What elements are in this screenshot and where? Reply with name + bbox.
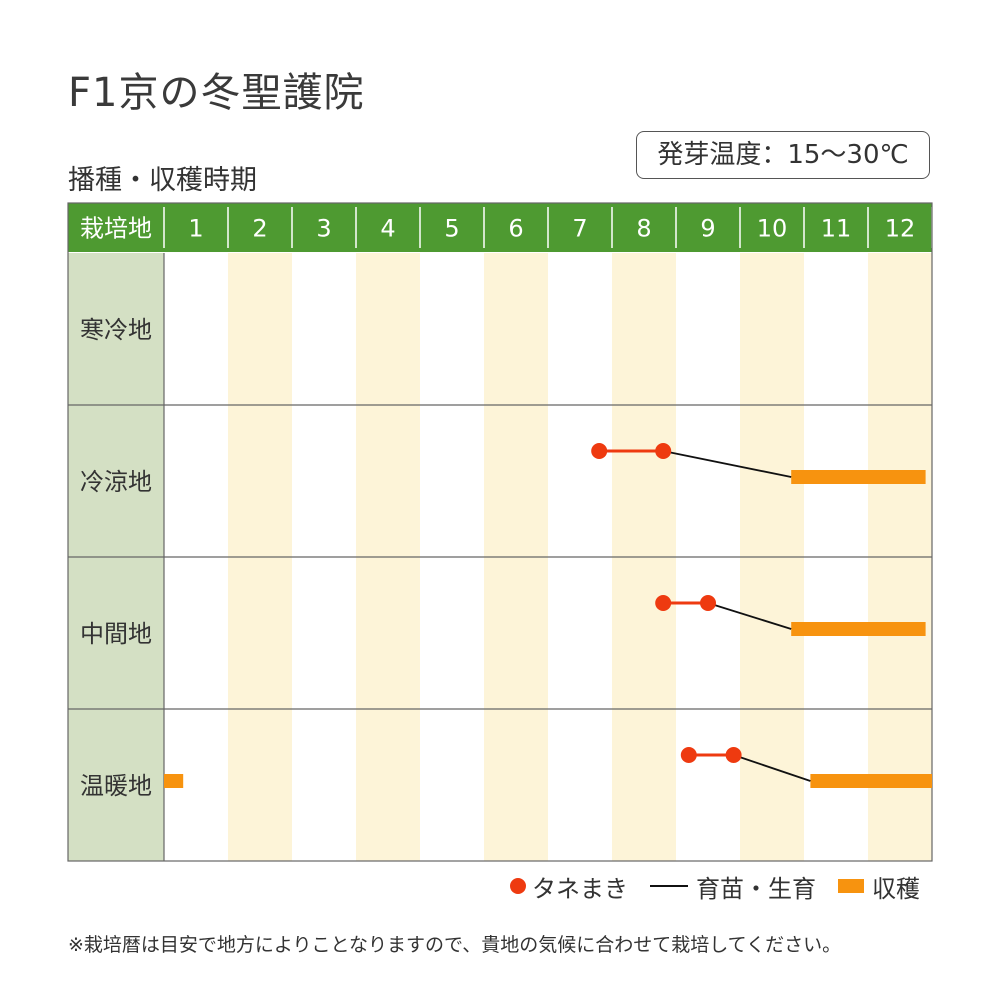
month-header-label: 11 [821,215,852,243]
footnote: ※栽培暦は目安で地方によりことなりますので、貴地の気候に合わせて栽培してください… [68,934,842,956]
legend-label-growing: 育苗・生育 [696,874,816,903]
growing-line [707,602,792,630]
growing-line-icon [650,884,688,888]
month-header-label: 9 [700,215,715,243]
harvest-bar [164,774,184,788]
legend-item-harvest: 収穫 [838,869,920,904]
header-row [68,203,932,252]
growing-line [663,450,792,478]
harvest-bar-icon [838,879,864,893]
sowing-start-dot [655,595,672,611]
month-header-label: 6 [508,215,523,243]
region-label: 寒冷地 [80,316,152,344]
month-header-label: 3 [316,215,331,243]
sowing-end-dot [700,595,716,611]
page-title: F1京の冬聖護院 [68,70,365,116]
sowing-end-dot [725,747,742,763]
region-label: 中間地 [80,620,152,648]
month-header-label: 8 [636,215,651,243]
chart-legend: タネまき 育苗・生育 収穫 [510,868,934,904]
sowing-end-dot [655,443,672,459]
harvest-bar [810,774,932,788]
harvest-bar [791,622,926,636]
corner-label: 栽培地 [80,215,152,243]
month-header-label: 7 [572,215,587,243]
harvest-bar [791,470,926,484]
month-header-label: 4 [380,215,395,243]
growing-line [733,754,811,782]
month-header-label: 10 [757,215,788,243]
month-header-label: 1 [188,215,203,243]
sowing-start-dot [591,443,608,459]
germination-temperature-badge: 発芽温度：15～30℃ [636,131,930,179]
region-label: 冷涼地 [80,468,152,496]
sowing-start-dot [680,747,697,763]
legend-item-sowing: タネまき [510,869,628,904]
table-border [67,202,933,862]
month-header-label: 2 [252,215,267,243]
region-label: 温暖地 [80,772,152,800]
sowing-dot-icon [510,878,526,894]
chart-subtitle: 播種・収穫時期 [68,165,257,196]
month-header-label: 5 [444,215,459,243]
month-header-label: 12 [885,215,916,243]
legend-label-sowing: タネまき [532,874,628,903]
legend-label-harvest: 収穫 [872,874,920,903]
legend-item-growing: 育苗・生育 [650,869,816,904]
